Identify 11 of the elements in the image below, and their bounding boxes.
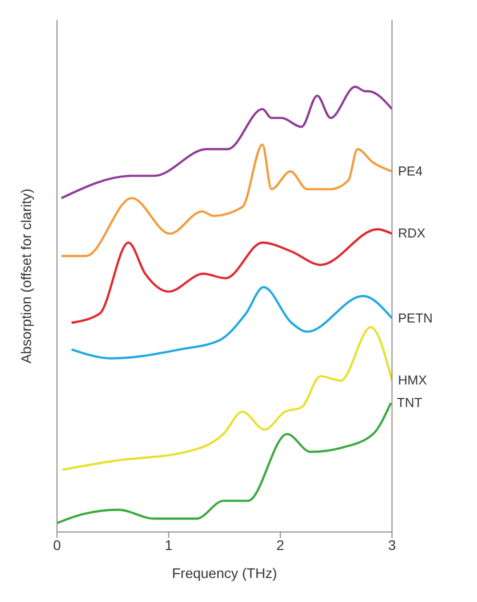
- y-axis-title: Absorption (offset for clarity): [18, 188, 34, 364]
- x-tick-label: 3: [388, 536, 396, 553]
- series-label: HMX: [398, 372, 428, 388]
- x-tick-label: 2: [276, 536, 284, 553]
- series-label: PETN: [398, 310, 433, 326]
- x-axis-title: Frequency (THz): [172, 565, 278, 581]
- series-label: RDX: [398, 226, 426, 241]
- series-label: PE4: [398, 163, 423, 178]
- x-tick-label: 1: [164, 536, 173, 553]
- series-label: TNT: [396, 394, 422, 410]
- x-tick-label: 0: [53, 536, 62, 553]
